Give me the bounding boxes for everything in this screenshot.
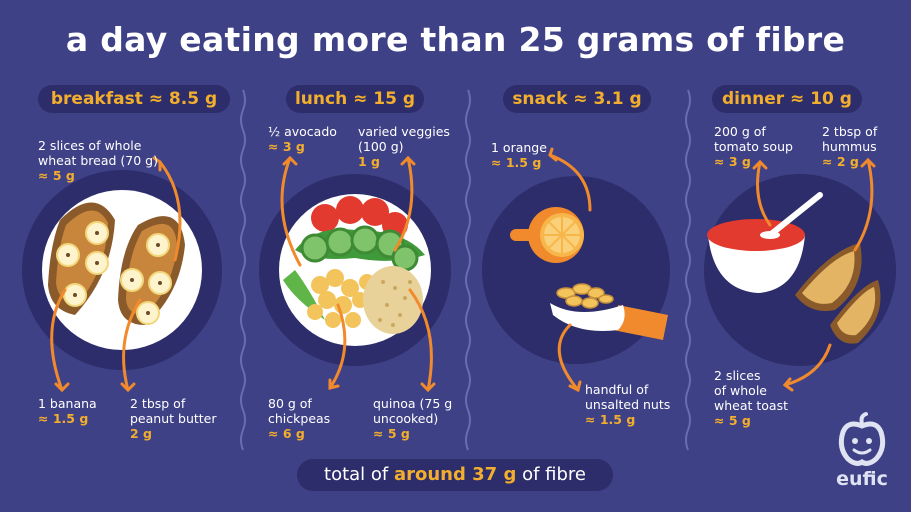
breakfast-banana-label: 1 banana ≈ 1.5 g xyxy=(38,396,97,426)
total-fibre-banner: total of around 37 g of fibre xyxy=(297,459,613,491)
lunch-chickpeas-label: 80 g of chickpeas ≈ 6 g xyxy=(268,396,331,441)
divider-3 xyxy=(685,89,691,451)
hand-with-nuts-icon xyxy=(550,283,668,340)
lunch-veggies-label: varied veggies (100 g) 1 g xyxy=(358,124,450,169)
breakfast-illustration xyxy=(22,170,222,370)
lunch-heading: lunch ≈ 15 g xyxy=(286,85,424,113)
page-title: a day eating more than 25 grams of fibre xyxy=(65,20,846,59)
eufic-logo-text: eufic xyxy=(836,468,888,490)
dinner-heading: dinner ≈ 10 g xyxy=(712,85,862,113)
total-suffix: of fibre xyxy=(516,464,586,485)
hummus-toast-icon xyxy=(795,243,881,344)
dinner-toast-label: 2 slices of whole wheat toast ≈ 5 g xyxy=(714,368,788,428)
soup-bowl-icon xyxy=(707,192,823,293)
lunch-avocado-label: ½ avocado ≈ 3 g xyxy=(268,124,337,154)
cucumber-icon xyxy=(300,225,419,272)
total-highlight: around 37 g xyxy=(393,464,517,485)
dinner-hummus-label: 2 tbsp of hummus ≈ 2 g xyxy=(822,124,878,169)
orange-icon xyxy=(510,207,584,263)
breakfast-bread-label: 2 slices of whole wheat bread (70 g) ≈ 5… xyxy=(38,138,158,183)
divider-1 xyxy=(240,89,246,451)
chickpeas-icon xyxy=(307,269,375,328)
dinner-illustration xyxy=(704,174,896,366)
breakfast-heading: breakfast ≈ 8.5 g xyxy=(38,85,230,113)
eufic-logo: eufic xyxy=(822,412,902,497)
dinner-soup-label: 200 g of tomato soup ≈ 3 g xyxy=(714,124,793,169)
quinoa-icon xyxy=(363,266,423,334)
snack-illustration xyxy=(482,176,670,364)
lunch-quinoa-label: quinoa (75 g uncooked) ≈ 5 g xyxy=(373,396,453,441)
snack-orange-label: 1 orange ≈ 1.5 g xyxy=(491,140,547,170)
total-prefix: total of xyxy=(324,464,394,485)
eufic-apple-icon xyxy=(838,412,886,466)
divider-2 xyxy=(465,89,471,451)
snack-heading: snack ≈ 3.1 g xyxy=(503,85,651,113)
breakfast-peanut-butter-label: 2 tbsp of peanut butter 2 g xyxy=(130,396,217,441)
lunch-illustration xyxy=(259,174,451,366)
snack-nuts-label: handful of unsalted nuts ≈ 1.5 g xyxy=(585,382,671,427)
